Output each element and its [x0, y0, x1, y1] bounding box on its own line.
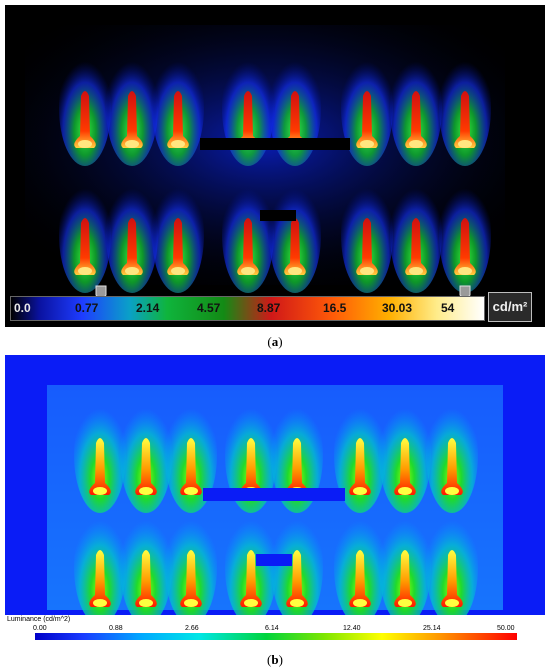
light-plume: [165, 509, 217, 615]
light-plume: [222, 177, 274, 293]
luminance-render-b: Luminance (cd/m^2) 0.00 0.88 2.66 6.14 1…: [5, 355, 545, 641]
light-plume: [379, 397, 431, 513]
light-plume: [152, 50, 204, 166]
caption-a: (a): [267, 334, 283, 349]
light-plume: [120, 397, 172, 513]
luminance-scene-a: [25, 25, 505, 293]
dark-rect-bottom-b: [256, 554, 292, 566]
light-plume: [390, 50, 442, 166]
colorbar-tick: 0.77: [75, 301, 99, 315]
colorbar-tick: 4.57: [197, 301, 221, 315]
colorbar-tick: 16.5: [323, 301, 347, 315]
luminance-render-a: 0.0 0.77 2.14 4.57 8.87 16.5 30.03 54 cd…: [5, 5, 545, 327]
legend-tick: 2.66: [185, 625, 199, 632]
colorbar-tick: 54: [441, 301, 455, 315]
light-plume: [439, 177, 491, 293]
legend-tick: 0.88: [109, 625, 123, 632]
light-plume: [426, 509, 478, 615]
colorbar-tick: 2.14: [136, 301, 160, 315]
light-plume: [225, 509, 277, 615]
light-plume: [59, 50, 111, 166]
light-plume: [271, 509, 323, 615]
light-plume: [334, 509, 386, 615]
caption-b: (b): [267, 652, 283, 667]
light-plume: [106, 50, 158, 166]
light-plume: [341, 50, 393, 166]
light-plume: [426, 397, 478, 513]
light-plume: [120, 509, 172, 615]
light-plume: [152, 177, 204, 293]
dark-rect-bottom-a: [260, 210, 296, 221]
unit-button[interactable]: cd/m²: [488, 292, 532, 322]
legend-tick: 50.00: [497, 625, 515, 632]
legend-tick: 12.40: [343, 625, 361, 632]
light-plume: [59, 177, 111, 293]
light-plume: [439, 50, 491, 166]
light-plume: [74, 509, 126, 615]
light-plume: [334, 397, 386, 513]
light-plume: [74, 397, 126, 513]
dark-rect-top-a: [200, 138, 350, 150]
light-plume: [165, 397, 217, 513]
colorbar-tick: 30.03: [382, 301, 413, 315]
colorbar-a: 0.0 0.77 2.14 4.57 8.87 16.5 30.03 54: [10, 296, 485, 321]
colorbar-tick: 0.0: [14, 301, 31, 315]
legend-title: Luminance (cd/m^2): [7, 616, 71, 623]
legend-tick: 6.14: [265, 625, 279, 632]
light-plume: [341, 177, 393, 293]
legend-tick: 25.14: [423, 625, 441, 632]
luminance-scene-b: [47, 385, 503, 615]
legend-tick: 0.00: [33, 625, 47, 632]
colorbar-gradient-a: [11, 297, 484, 320]
legend-gradient: [35, 633, 517, 640]
legend-b: Luminance (cd/m^2) 0.00 0.88 2.66 6.14 1…: [5, 615, 545, 641]
light-plume: [106, 177, 158, 293]
colorbar-tick: 8.87: [257, 301, 281, 315]
light-plume: [390, 177, 442, 293]
light-plume: [379, 509, 431, 615]
light-plume: [269, 177, 321, 293]
dark-rect-top-b: [203, 488, 345, 501]
